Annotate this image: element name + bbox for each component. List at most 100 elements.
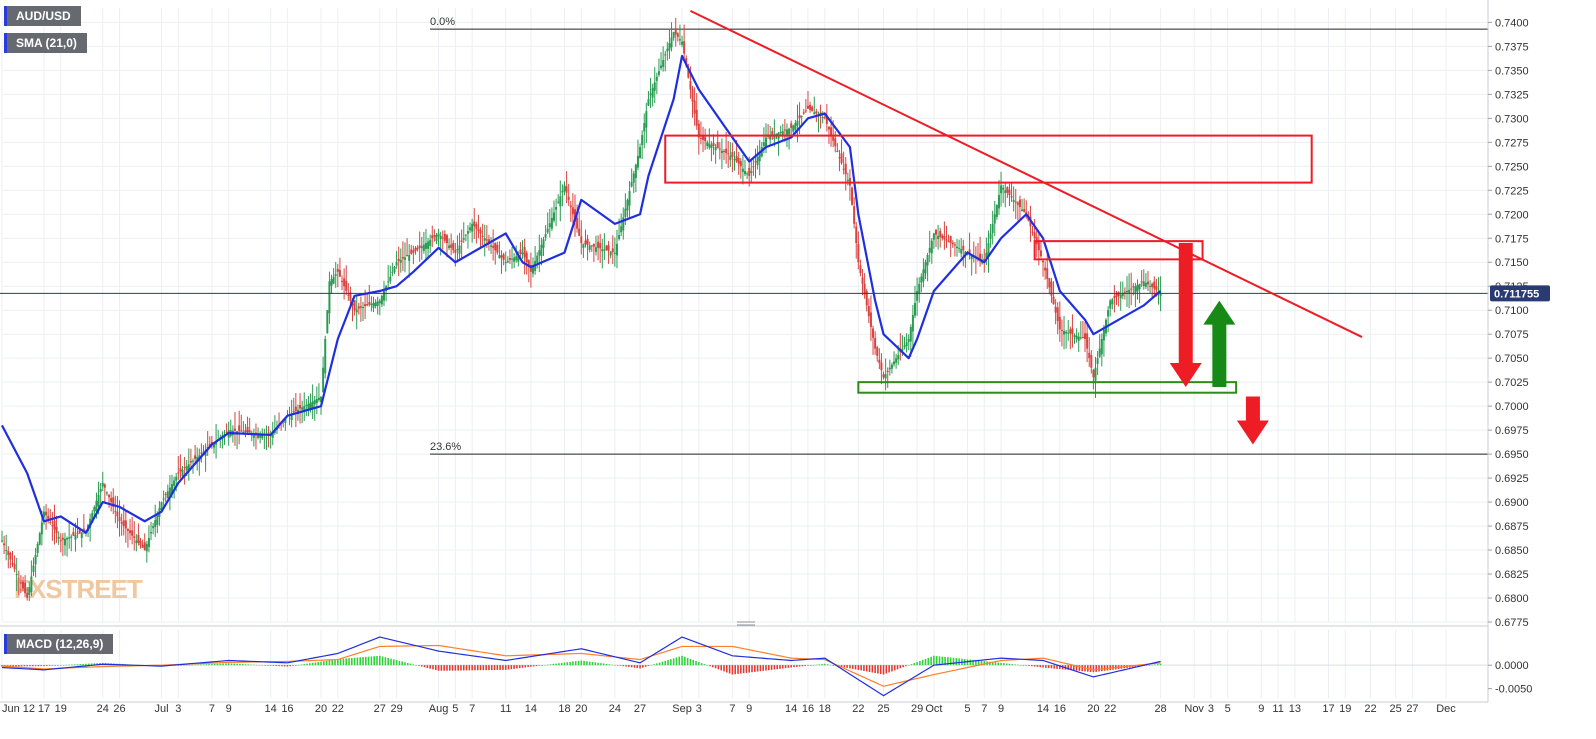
- candle-body: [922, 269, 925, 282]
- macd-histogram-bar: [787, 665, 790, 668]
- candle-body: [1123, 291, 1126, 293]
- sma-badge[interactable]: SMA (21,0): [4, 33, 87, 53]
- candle-body: [57, 536, 60, 539]
- macd-line: [1, 636, 1161, 697]
- arrow-up: [1203, 300, 1236, 387]
- candle-body: [1000, 185, 1003, 194]
- candle-body: [660, 65, 663, 69]
- macd-histogram-bar: [323, 661, 325, 666]
- x-tick-label: 27: [1406, 703, 1418, 715]
- candle-body: [1067, 332, 1070, 334]
- x-tick-label: 7: [729, 703, 735, 715]
- candle-body: [525, 252, 528, 263]
- candle-body: [1155, 286, 1158, 291]
- candle-body: [338, 269, 341, 277]
- macd-histogram-bar: [910, 664, 913, 666]
- macd-histogram-bar: [602, 663, 605, 666]
- candle-body: [563, 185, 566, 192]
- candle-body: [1128, 289, 1131, 293]
- candle-body: [494, 242, 497, 251]
- macd-histogram-bar: [1039, 665, 1042, 668]
- candle-body: [785, 129, 788, 135]
- macd-histogram-bar: [499, 665, 501, 670]
- macd-histogram-bar: [40, 665, 42, 667]
- candle-body: [622, 217, 625, 231]
- macd-histogram-bar: [395, 660, 398, 666]
- candle-body: [651, 87, 654, 98]
- candle-body: [872, 328, 875, 338]
- candle-body: [641, 135, 644, 146]
- macd-histogram-bar: [1053, 665, 1056, 669]
- candle-body: [557, 201, 560, 203]
- y-tick-label: 0.7100: [1495, 305, 1529, 317]
- candle-body: [7, 551, 10, 555]
- candle-body: [353, 300, 356, 311]
- macd-histogram-bar: [93, 663, 96, 666]
- macd-histogram-bar: [633, 665, 636, 668]
- macd-histogram-bar: [851, 665, 854, 669]
- y-tick-label: 0.7300: [1495, 113, 1529, 125]
- macd-histogram-bar: [684, 656, 686, 666]
- x-tick-label: 14: [785, 703, 797, 715]
- x-tick-label: Oct: [925, 703, 942, 715]
- macd-histogram-bar: [588, 661, 591, 666]
- candle-body: [888, 367, 891, 370]
- candle-body: [636, 155, 639, 168]
- candle-body: [928, 247, 931, 253]
- macd-histogram-bar: [479, 665, 482, 671]
- candle-body: [1149, 285, 1152, 287]
- macd-histogram-bar: [832, 665, 834, 666]
- candle-body: [422, 244, 425, 251]
- candle-body: [744, 171, 746, 175]
- candle-body: [737, 158, 740, 164]
- candle-body: [645, 111, 648, 128]
- macd-histogram-bar: [664, 660, 667, 666]
- candle-body: [469, 227, 472, 231]
- macd-histogram-bar: [723, 665, 725, 672]
- x-tick-label: 9: [746, 703, 752, 715]
- macd-histogram-bar: [583, 660, 585, 666]
- candle-body: [185, 466, 188, 471]
- candle-body: [1146, 281, 1149, 285]
- candle-body: [376, 301, 379, 307]
- symbol-badge[interactable]: AUD/USD: [4, 6, 81, 26]
- candle-body: [233, 428, 236, 431]
- current-price-label: 0.711755: [1494, 288, 1539, 300]
- macd-histogram-bar: [1103, 665, 1106, 671]
- candle-body: [714, 147, 717, 151]
- x-tick-label: 7: [469, 703, 475, 715]
- candle-body: [611, 248, 614, 253]
- candle-body: [502, 254, 505, 260]
- candle-body: [464, 234, 467, 236]
- macd-histogram-bar: [695, 661, 697, 666]
- macd-histogram-bar: [490, 665, 493, 671]
- candle-body: [788, 128, 791, 135]
- macd-badge[interactable]: MACD (12,26,9): [4, 634, 114, 654]
- macd-histogram-bar: [569, 661, 571, 666]
- candle-body: [429, 239, 432, 246]
- macd-histogram-bar: [54, 665, 56, 666]
- macd-histogram-bar: [295, 665, 297, 666]
- candle-body: [483, 238, 486, 241]
- macd-histogram-bar: [751, 665, 753, 673]
- y-tick-label: 0.7400: [1495, 17, 1529, 29]
- candle-body: [66, 538, 69, 540]
- macd-histogram-bar: [34, 665, 37, 667]
- macd-histogram-bar: [401, 661, 403, 666]
- macd-histogram-bar: [1056, 665, 1058, 669]
- macd-histogram-bar: [829, 664, 832, 666]
- macd-histogram-bar: [194, 664, 196, 666]
- macd-histogram-bar: [779, 665, 781, 669]
- macd-histogram-bar: [538, 665, 541, 666]
- candle-body: [655, 76, 658, 81]
- candle-body: [416, 247, 419, 250]
- candle-body: [586, 238, 589, 245]
- candle-body: [506, 261, 509, 263]
- candle-body: [580, 236, 583, 244]
- candle-body: [187, 464, 190, 471]
- candle-body: [492, 245, 495, 248]
- candle-body: [639, 147, 642, 159]
- candle-body: [1004, 190, 1007, 194]
- candle-body: [196, 457, 199, 461]
- x-tick-label: 22: [1364, 703, 1376, 715]
